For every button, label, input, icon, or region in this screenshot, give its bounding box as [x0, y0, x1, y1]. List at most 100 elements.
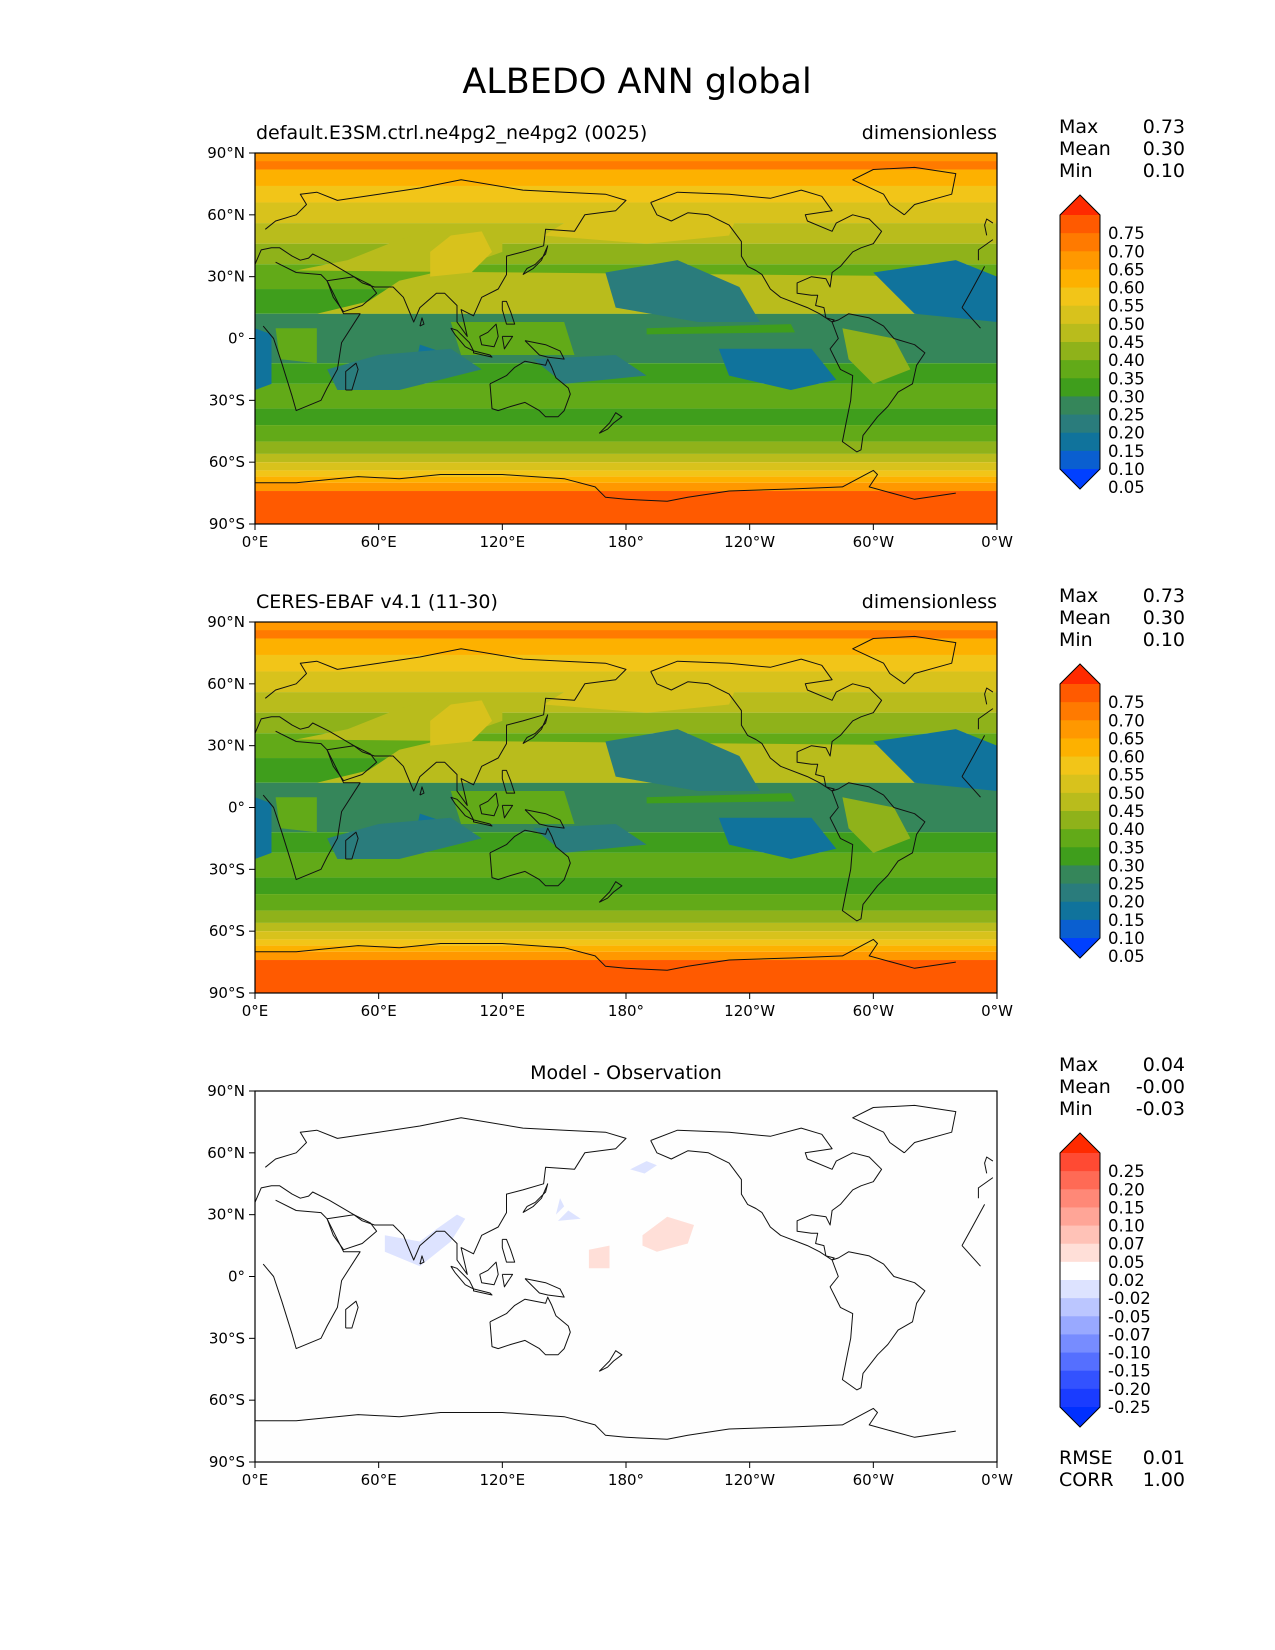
coastline	[501, 804, 514, 819]
colorbar-segment	[1060, 396, 1100, 416]
colorbar-segment	[1060, 233, 1100, 252]
colorbar-segment	[1060, 702, 1100, 721]
colorbar-segment	[1060, 1171, 1100, 1190]
y-tick-label: 0°	[228, 330, 245, 348]
field-region	[450, 791, 575, 824]
colorbar-segment	[1060, 738, 1100, 758]
field-band	[255, 441, 997, 454]
coastline	[961, 1204, 986, 1246]
field-region	[630, 1161, 657, 1174]
coastline	[501, 300, 516, 325]
field-region	[842, 328, 911, 384]
stat-label-mean: Mean	[1059, 1076, 1111, 1098]
stat-label-min: Min	[1059, 629, 1093, 651]
y-tick-label: 30°N	[207, 737, 245, 755]
colorbar-segment	[1060, 251, 1100, 270]
coastline	[473, 819, 493, 827]
colorbar-label: 0.02	[1108, 1271, 1145, 1290]
coastline	[598, 1350, 623, 1372]
colorbar-label: 0.05	[1108, 478, 1145, 497]
colorbar-segment	[1060, 323, 1100, 343]
field-region	[605, 729, 760, 792]
field-region	[873, 260, 997, 323]
panel-diff: 0°E 60°E 120°E 180° 120°W 60°W 0°W 90°N 60°N 30°N…	[207, 1054, 1185, 1491]
colorbar-label: -0.05	[1108, 1307, 1151, 1326]
field-region	[842, 797, 911, 853]
colorbar-segment	[1060, 450, 1100, 470]
coastline	[977, 708, 994, 730]
stat-value-min: -0.03	[1136, 1098, 1185, 1120]
coastline	[326, 276, 378, 313]
y-tick-label: 60°N	[207, 1144, 245, 1162]
y-tick-label: 90°N	[207, 613, 245, 631]
stat-label-min: Min	[1059, 160, 1093, 182]
map-layer	[255, 153, 997, 524]
coastline	[489, 827, 571, 887]
colorbar-label: -0.15	[1108, 1362, 1151, 1381]
colorbar-segment	[1060, 1153, 1100, 1172]
colorbar-label: 0.20	[1108, 1180, 1145, 1199]
colorbar-label: -0.20	[1108, 1380, 1151, 1399]
colorbar-segment	[1060, 1243, 1100, 1263]
colorbar-label: 0.40	[1108, 820, 1145, 839]
x-tick-label: 120°W	[724, 1002, 775, 1020]
field-band	[255, 470, 997, 477]
y-tick-label: 60°S	[209, 922, 245, 940]
y-tick-label: 30°S	[209, 391, 245, 409]
colorbar-label: 0.05	[1108, 1253, 1145, 1272]
field-region	[255, 797, 272, 860]
coastline	[625, 469, 956, 502]
colorbar-segment	[1060, 1352, 1100, 1372]
stat-label-mean: Mean	[1059, 607, 1111, 629]
field-band	[255, 453, 997, 463]
x-tick-label: 120°W	[724, 1471, 775, 1489]
colorbar-label: 0.65	[1108, 729, 1145, 748]
colorbar-segment	[1060, 1189, 1100, 1208]
colorbar-label: 0.10	[1108, 929, 1145, 948]
field-region	[543, 210, 740, 244]
x-tick-label: 0°W	[981, 1471, 1013, 1489]
colorbar-segment	[1060, 305, 1100, 325]
coastline	[852, 1104, 957, 1154]
y-tick-label: 90°N	[207, 144, 245, 162]
panels: 0°E 60°E 120°E 180° 120°W 60°W 0°W 90°N 60°N 30°N…	[207, 116, 1185, 1491]
y-tick-label: 90°N	[207, 1082, 245, 1100]
colorbar-outline	[1059, 663, 1101, 959]
field-region	[275, 797, 317, 833]
colorbar-segment	[1060, 847, 1100, 866]
field-region	[533, 354, 647, 384]
coastline	[262, 261, 361, 412]
colorbar: 0.250.200.150.100.070.050.02-0.02-0.05-0…	[1059, 1132, 1151, 1428]
coastline	[255, 474, 627, 500]
stat-label-corr: CORR	[1059, 1469, 1114, 1491]
y-tick-label: 30°S	[209, 1329, 245, 1347]
field-band	[255, 877, 997, 895]
coastline	[598, 412, 623, 434]
coastline	[650, 1127, 883, 1261]
colorbar-label: 0.75	[1108, 224, 1145, 243]
colorbar-segment	[1060, 1261, 1100, 1281]
stat-value-corr: 1.00	[1143, 1469, 1185, 1491]
y-tick-label: 60°N	[207, 675, 245, 693]
y-tick-label: 30°N	[207, 1206, 245, 1224]
y-tick-label: 90°S	[209, 515, 245, 533]
stat-value-min: 0.10	[1143, 629, 1185, 651]
field-region	[555, 1198, 565, 1215]
y-tick-label: 30°S	[209, 860, 245, 878]
coastline	[522, 714, 549, 745]
coastline	[961, 266, 986, 308]
x-tick-label: 120°E	[480, 1471, 526, 1489]
colorbar-label: 0.10	[1108, 1217, 1145, 1236]
coastline	[984, 218, 994, 236]
colorbar-segment	[1060, 342, 1100, 361]
y-tick-label: 60°S	[209, 1391, 245, 1409]
colorbar-segment	[1060, 684, 1100, 703]
colorbar-segment	[1060, 215, 1100, 234]
colorbar-label: 0.55	[1108, 766, 1145, 785]
colorbar-label: 0.20	[1108, 424, 1145, 443]
x-tick-label: 180°	[608, 533, 644, 551]
colorbar-segment	[1060, 792, 1100, 812]
stat-value-min: 0.10	[1143, 160, 1185, 182]
coastline	[345, 831, 359, 860]
x-tick-label: 120°E	[480, 533, 526, 551]
